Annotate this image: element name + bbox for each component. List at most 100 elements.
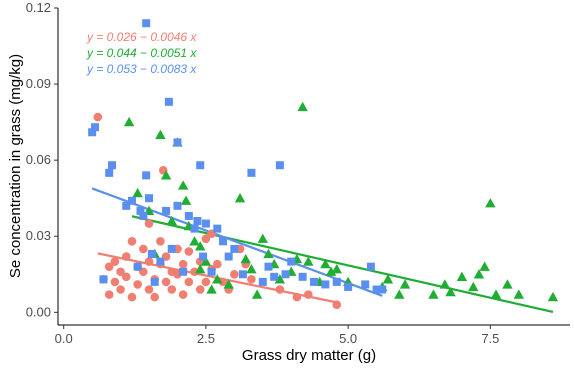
circle-point [150,292,160,302]
triangle-point [331,264,342,274]
square-point [167,244,176,253]
triangle-point [428,289,439,299]
x-tick-label: 2.5 [197,331,215,346]
circle-point [156,237,165,246]
triangle-point [180,195,192,205]
square-point [122,201,131,210]
circle-point [247,275,256,284]
triangle-point [240,253,251,264]
triangle-point [325,266,337,276]
circle-point [121,252,131,261]
x-axis-title: Grass dry matter (g) [242,347,376,364]
circle-point [161,277,171,287]
triangle-point [206,284,217,294]
square-point [196,161,205,170]
square-point [213,224,222,233]
square-point [184,211,193,220]
square-point [298,272,307,281]
circle-point [93,112,103,122]
triangle-point [468,281,479,292]
circle-point [218,277,228,287]
y-tick-label: 0.09 [26,76,51,91]
square-point [238,270,247,279]
square-point [321,280,330,289]
circle-point [190,267,199,277]
circle-point [275,285,285,294]
y-tick-label: 0.00 [26,304,51,319]
triangle-point [177,180,189,190]
y-axis-title: Se concentration in grass (mg/kg) [7,54,24,278]
square-point [230,244,239,253]
triangle-point [399,279,411,289]
triangle-point [547,291,559,302]
circle-point [121,272,131,282]
square-point [127,196,136,205]
triangle-point [123,116,135,127]
circle-point [184,247,194,256]
square-point [344,282,353,291]
triangle-point [257,233,268,243]
square-point [258,277,267,286]
triangle-point [246,264,257,274]
square-point [173,138,182,147]
square-point [190,224,199,233]
triangle-point [212,274,223,284]
circle-point [116,285,125,294]
triangle-point [297,101,308,112]
square-point [139,211,148,220]
circle-point [184,277,194,287]
square-point [207,267,216,276]
triangle-point [473,269,485,279]
square-point [150,277,159,286]
triangle-point [320,258,331,269]
fit-lines [91,187,554,314]
triangle-point [513,289,524,299]
circle-point [127,292,137,302]
x-tick-label: 7.5 [481,331,499,346]
square-point [310,277,318,286]
circle-point [178,259,188,269]
square-point [270,272,279,281]
circle-point [230,269,239,279]
square-point [105,168,114,177]
triangle-point [223,279,234,289]
triangle-point [160,170,172,180]
square-point [162,206,171,215]
square-point [173,201,182,210]
circle-point [133,280,142,289]
triangle-point [195,264,206,274]
circle-point [104,290,114,299]
circle-point [178,290,188,299]
square-point [145,194,154,203]
triangle-point [382,274,394,284]
circle-point [212,259,222,269]
triangle-point [234,193,246,203]
triangle-point [456,271,468,281]
circle-point [292,292,302,302]
circle-point [195,285,205,294]
triangle-point [502,279,513,289]
square-point [179,267,188,276]
triangle-point [189,236,200,246]
square-point [287,257,296,266]
triangle-point [479,261,490,271]
y-tick-label: 0.03 [26,228,51,243]
triangle-point [490,289,502,299]
square-point [142,19,151,28]
circle-point [110,257,120,266]
data-points [88,19,559,310]
square-point [147,249,156,258]
triangle-point [195,241,206,251]
square-point [193,217,202,226]
square-point [224,252,233,261]
square-point [164,97,173,106]
triangle-point [303,256,314,266]
square-point [281,270,290,279]
triangle-point [155,129,166,139]
triangle-point [132,187,143,198]
axes [57,8,570,326]
circle-point [144,285,154,294]
equation-label: y = 0.044 − 0.0051 x [86,46,197,60]
